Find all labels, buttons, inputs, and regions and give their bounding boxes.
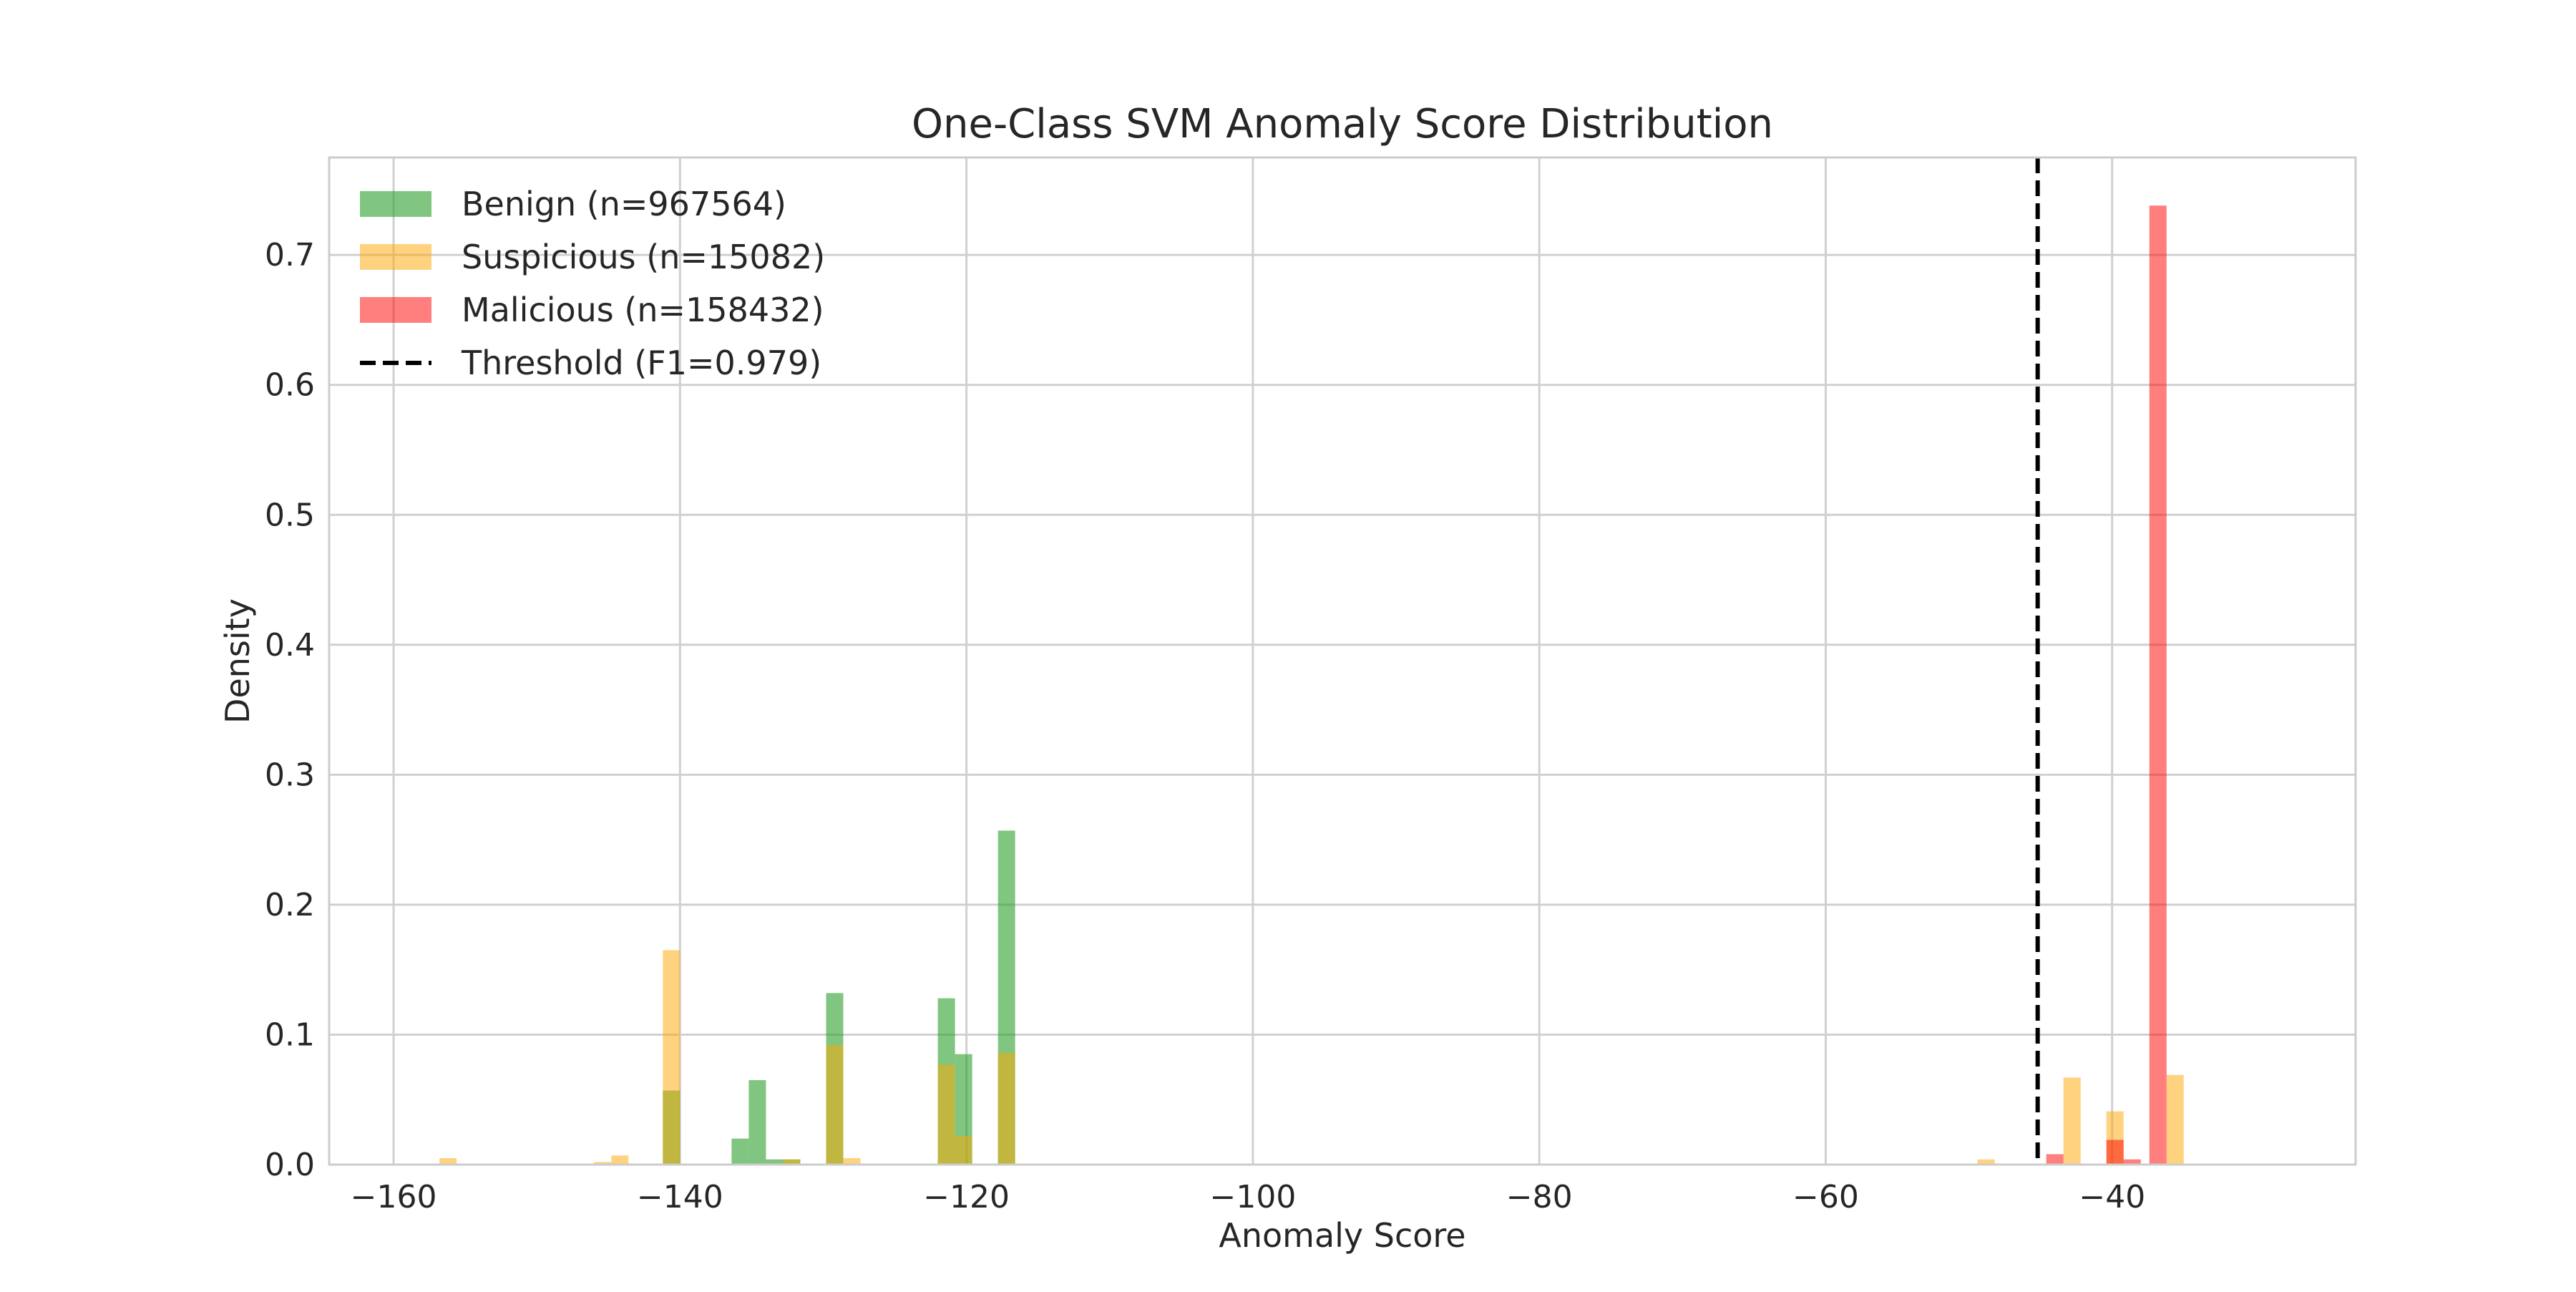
- histogram-bar-series-2: [2149, 205, 2167, 1165]
- histogram-bar-series-1: [937, 1064, 955, 1165]
- legend-swatch-series-0: [360, 191, 431, 217]
- legend: Benign (n=967564) Suspicious (n=15082) Mal…: [360, 185, 825, 382]
- histogram-bar-series-0: [731, 1138, 749, 1165]
- y-tick-label: 0.3: [265, 757, 315, 793]
- histogram-bar-series-1: [594, 1162, 612, 1165]
- y-axis-label: Density: [218, 598, 257, 724]
- histogram-bar-series-1: [2063, 1077, 2081, 1165]
- legend-label-threshold: Threshold (F1=0.979): [461, 344, 821, 382]
- histogram-bar-series-2: [2106, 1140, 2124, 1165]
- histogram-bars: [439, 205, 2184, 1165]
- x-tick-label: −140: [637, 1179, 723, 1215]
- x-tick-label: −80: [1506, 1179, 1573, 1215]
- y-tick-label: 0.1: [265, 1016, 315, 1053]
- histogram-bar-series-1: [2166, 1074, 2184, 1165]
- tick-labels: −160 −140 −120 −100 −80 −60 −40 0.0 0.1 0.2 0.3 0.4…: [265, 237, 2145, 1215]
- histogram-bar-series-1: [843, 1157, 861, 1165]
- histogram-bar-series-0: [766, 1159, 784, 1165]
- x-tick-label: −160: [351, 1179, 437, 1215]
- y-tick-label: 0.2: [265, 887, 315, 923]
- histogram-bar-series-1: [1977, 1159, 1995, 1165]
- x-tick-label: −100: [1209, 1179, 1296, 1215]
- chart-title: One-Class SVM Anomaly Score Distribution: [912, 101, 1773, 147]
- plot-frame: [328, 156, 2357, 1166]
- histogram-bar-series-1: [611, 1155, 629, 1165]
- histogram-bar-series-2: [2046, 1154, 2064, 1165]
- histogram-bar-series-1: [997, 1052, 1015, 1165]
- x-tick-label: −60: [1792, 1179, 1859, 1215]
- histogram-bar-series-1: [826, 1044, 844, 1165]
- histogram-bar-series-1: [955, 1136, 972, 1165]
- legend-label-series-0: Benign (n=967564): [462, 185, 786, 223]
- x-tick-label: −40: [2079, 1179, 2145, 1215]
- legend-label-series-1: Suspicious (n=15082): [462, 238, 825, 276]
- legend-swatch-series-2: [360, 297, 431, 323]
- histogram-bar-series-1: [439, 1157, 457, 1165]
- x-axis-label: Anomaly Score: [1219, 1216, 1465, 1255]
- y-tick-label: 0.4: [265, 627, 315, 664]
- y-tick-label: 0.5: [265, 497, 315, 533]
- x-tick-label: −120: [923, 1179, 1010, 1215]
- histogram-bar-series-1: [783, 1159, 801, 1165]
- histogram-bar-series-0: [748, 1079, 766, 1165]
- legend-swatch-series-1: [360, 244, 431, 270]
- histogram-bar-series-1: [663, 950, 680, 1165]
- y-tick-label: 0.0: [265, 1147, 315, 1183]
- legend-label-series-2: Malicious (n=158432): [462, 291, 824, 329]
- y-tick-label: 0.6: [265, 367, 315, 404]
- histogram-bar-series-2: [2123, 1159, 2141, 1165]
- y-tick-label: 0.7: [265, 237, 315, 273]
